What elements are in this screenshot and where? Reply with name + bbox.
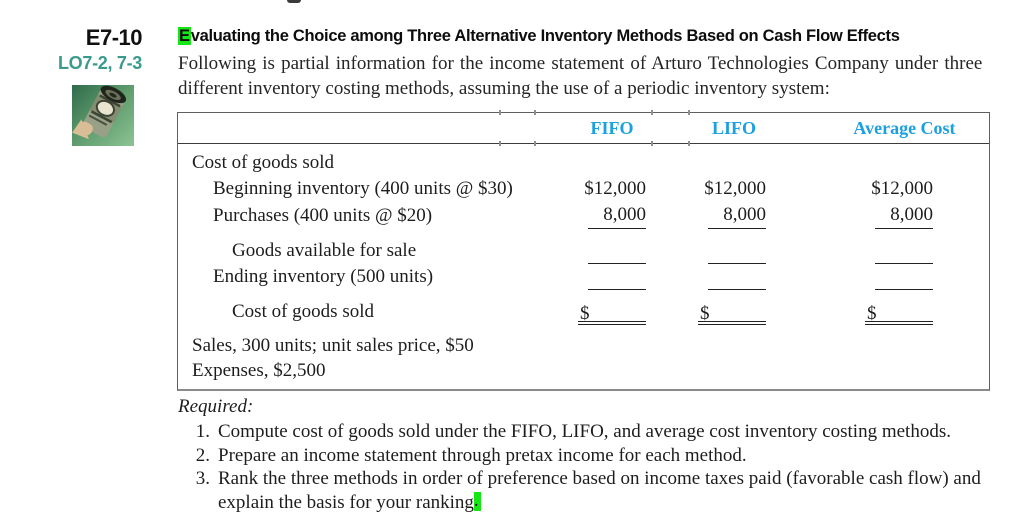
amount-value-underlined: 8,000 bbox=[875, 202, 933, 229]
page-crop-artifact bbox=[287, 0, 301, 3]
amount-value: $12,000 bbox=[584, 178, 646, 199]
row-label: Cost of goods sold bbox=[232, 301, 374, 322]
cell-lifo: $ bbox=[658, 302, 778, 325]
blank-amount-line bbox=[588, 274, 646, 290]
row-label: Ending inventory (500 units) bbox=[213, 266, 434, 287]
dollar-sign: $ bbox=[867, 303, 877, 324]
cell-fifo: $12,000 bbox=[558, 176, 658, 202]
cell-average-cost: $ bbox=[778, 302, 989, 325]
cell-fifo bbox=[558, 274, 658, 290]
inventory-methods-table: FIFO LIFO Average Cost Cost of goods sol… bbox=[177, 110, 990, 391]
table-body: Cost of goods sold Beginning inventory (… bbox=[178, 144, 989, 325]
rolled-money-photo bbox=[72, 85, 134, 146]
column-header-fifo: FIFO bbox=[590, 117, 634, 138]
table-grid-tick bbox=[534, 110, 536, 115]
cell-fifo: 8,000 bbox=[558, 202, 658, 229]
table-row: Cost of goods sold bbox=[178, 150, 989, 176]
amount-value: $12,000 bbox=[704, 178, 766, 199]
blank-amount-line bbox=[708, 274, 766, 290]
cell-lifo: $12,000 bbox=[658, 176, 778, 202]
required-heading: Required: bbox=[178, 396, 254, 417]
table-grid-tick bbox=[534, 141, 536, 146]
learning-objectives: LO7-2, 7-3 bbox=[57, 53, 142, 73]
intro-line-2: different inventory costing methods, ass… bbox=[178, 78, 830, 99]
cell-fifo: $ bbox=[558, 302, 658, 325]
cell-fifo bbox=[558, 248, 658, 264]
total-double-rule: $ bbox=[578, 302, 646, 325]
item-number: 2. bbox=[195, 444, 210, 466]
table-grid-tick bbox=[688, 141, 690, 146]
row-label: Cost of goods sold bbox=[192, 152, 334, 173]
table-row: Cost of goods sold $ $ $ bbox=[178, 299, 989, 325]
cell-lifo: 8,000 bbox=[658, 202, 778, 229]
cell-average-cost: $12,000 bbox=[778, 176, 989, 202]
item-text-line-1: Rank the three methods in order of prefe… bbox=[218, 468, 981, 489]
column-header-lifo: LIFO bbox=[711, 117, 756, 138]
table-grid-tick bbox=[651, 110, 653, 115]
table-row: Purchases (400 units @ $20) 8,000 8,000 … bbox=[178, 202, 989, 229]
table-footnotes: Sales, 300 units; unit sales price, $50 … bbox=[178, 333, 989, 389]
row-label: Beginning inventory (400 units @ $30) bbox=[213, 178, 513, 199]
blank-amount-line bbox=[875, 248, 933, 264]
cell-average-cost: 8,000 bbox=[778, 202, 989, 229]
amount-value-underlined: 8,000 bbox=[588, 202, 646, 229]
item-text: Compute cost of goods sold under the FIF… bbox=[218, 421, 951, 442]
table-grid-tick bbox=[499, 141, 501, 146]
text-cursor-highlight: . bbox=[473, 491, 481, 511]
intro-line-1: Following is partial information for the… bbox=[178, 53, 983, 74]
dollar-sign: $ bbox=[580, 303, 590, 324]
table-row: Goods available for sale bbox=[178, 238, 989, 264]
row-label: Goods available for sale bbox=[232, 240, 417, 261]
table-grid-tick bbox=[499, 110, 501, 115]
title-highlighted-letter: E bbox=[178, 27, 191, 45]
required-item-2: 2. Prepare an income statement through p… bbox=[178, 444, 981, 468]
item-text: Prepare an income statement through pret… bbox=[218, 444, 747, 466]
rolled-money-photo-art bbox=[72, 85, 134, 146]
required-item-1: 1. Compute cost of goods sold under the … bbox=[178, 420, 981, 444]
cell-average-cost bbox=[778, 248, 989, 264]
cell-lifo bbox=[658, 248, 778, 264]
column-header-average-cost: Average Cost bbox=[853, 117, 956, 138]
required-section: Required: 1. Compute cost of goods sold … bbox=[178, 394, 981, 514]
item-number: 1. bbox=[195, 421, 210, 442]
table-grid-tick bbox=[688, 110, 690, 115]
item-text-line-2: explain the basis for your ranking bbox=[218, 491, 474, 513]
cell-lifo bbox=[658, 274, 778, 290]
required-item-3: 3. Rank the three methods in order of pr… bbox=[178, 467, 981, 514]
blank-amount-line bbox=[588, 248, 646, 264]
cell-average-cost bbox=[778, 274, 989, 290]
table-row: Beginning inventory (400 units @ $30) $1… bbox=[178, 176, 989, 202]
total-double-rule: $ bbox=[865, 302, 933, 325]
title-text: valuating the Choice among Three Alterna… bbox=[190, 27, 900, 45]
row-label: Purchases (400 units @ $20) bbox=[213, 205, 433, 226]
dollar-sign: $ bbox=[700, 303, 710, 324]
exercise-title: Evaluating the Choice among Three Altern… bbox=[178, 27, 900, 46]
amount-value: $12,000 bbox=[871, 178, 933, 199]
blank-amount-line bbox=[875, 274, 933, 290]
table-row: Ending inventory (500 units) bbox=[178, 264, 989, 290]
item-number: 3. bbox=[195, 468, 210, 489]
exercise-number: E7-10 bbox=[85, 25, 143, 50]
expenses-note: Expenses, $2,500 bbox=[192, 360, 326, 381]
amount-value-underlined: 8,000 bbox=[708, 202, 766, 229]
table-grid-tick bbox=[651, 141, 653, 146]
item-text: Rank the three methods in order of prefe… bbox=[218, 467, 981, 514]
table-header-row: FIFO LIFO Average Cost bbox=[178, 113, 989, 144]
total-double-rule: $ bbox=[698, 302, 766, 325]
blank-amount-line bbox=[708, 248, 766, 264]
sales-note: Sales, 300 units; unit sales price, $50 bbox=[192, 335, 474, 356]
intro-paragraph: Following is partial information for the… bbox=[178, 51, 982, 101]
